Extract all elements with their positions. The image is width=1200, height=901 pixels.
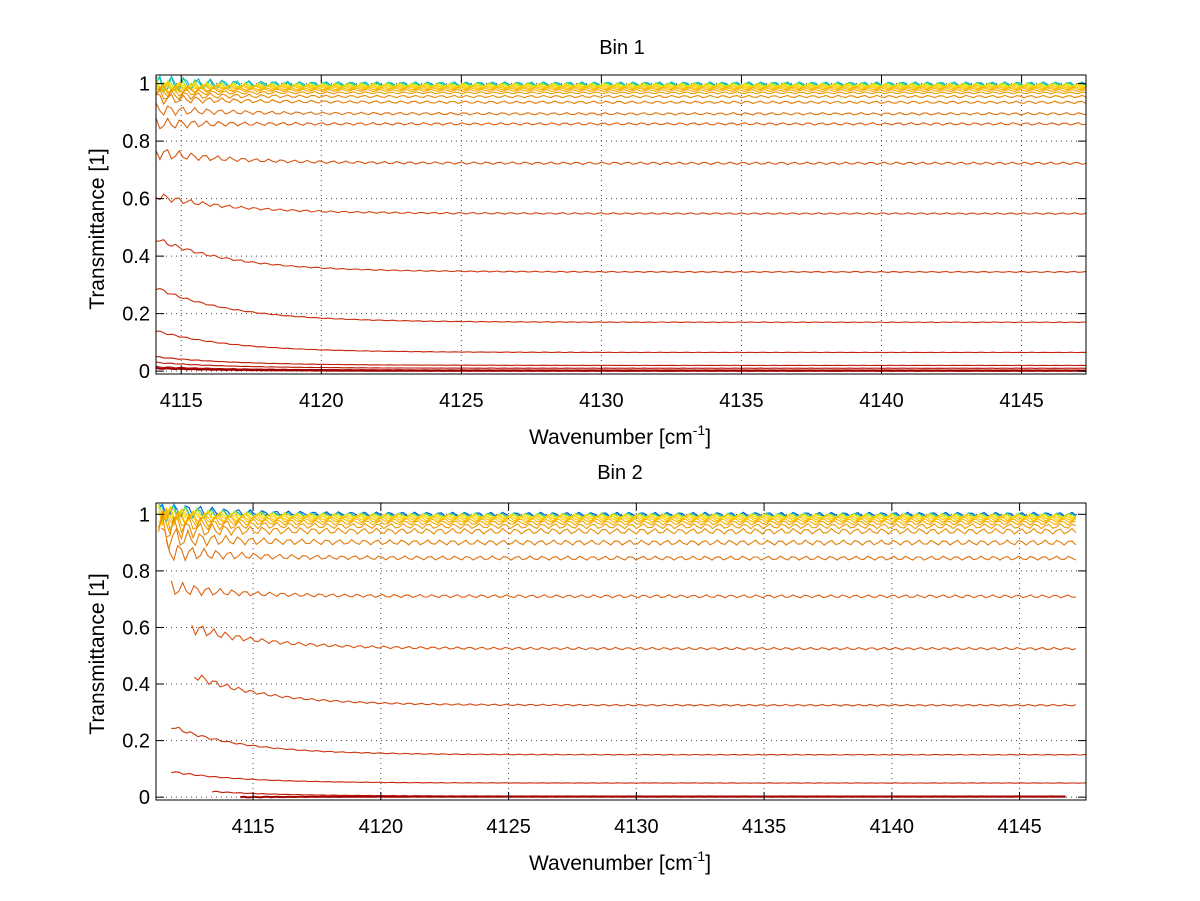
y-tick-label: 0.6 — [122, 617, 150, 639]
y-axis-label: Transmittance [1] — [86, 148, 109, 309]
x-tick-label: 4140 — [870, 816, 915, 838]
series-line — [155, 361, 1087, 369]
series-line — [155, 75, 1087, 94]
series-line — [155, 81, 1087, 92]
ticks: 4115 4120 4125 4130 4135 4140 4145 0 0.2 0.4 0.6 0.… — [122, 503, 1086, 838]
series-line — [155, 88, 1087, 101]
series-line — [155, 93, 1087, 106]
series-line — [155, 117, 1087, 130]
x-tick-label: 4120 — [359, 816, 404, 838]
subplot-bin-1: Bin 1 4115 4120 4125 4130 4135 4140 4145 0 0.2 0.… — [86, 37, 1087, 449]
series-line — [160, 527, 1077, 550]
y-tick-label: 0.4 — [122, 674, 150, 696]
y-tick-label: 0.2 — [122, 731, 150, 753]
series-line — [155, 83, 1087, 95]
y-axis-label: Transmittance [1] — [86, 573, 109, 734]
series-line — [193, 674, 1076, 707]
series-line — [170, 580, 1076, 599]
series-line — [171, 726, 1087, 756]
x-tick-label: 4115 — [232, 816, 275, 838]
x-tick-label: 4130 — [614, 816, 659, 838]
x-axis-label-main: Wavenumber [cm — [529, 426, 693, 449]
y-tick-label: 0.2 — [122, 304, 150, 326]
series-line — [155, 193, 1087, 215]
x-axis-label-close: ] — [705, 852, 711, 875]
x-tick-label: 4130 — [579, 390, 624, 412]
series-line — [191, 625, 1076, 651]
x-axis-label-superscript: -1 — [693, 422, 706, 438]
y-tick-label: 1 — [139, 504, 150, 526]
ticks: 4115 4120 4125 4130 4135 4140 4145 0 0.2 0.4 0.6 0.… — [122, 74, 1086, 412]
series-line — [155, 238, 1087, 273]
y-tick-label: 0 — [139, 361, 150, 383]
plot-title: Bin 2 — [597, 462, 643, 484]
y-tick-label: 0.4 — [122, 246, 150, 268]
series-line — [155, 366, 1086, 372]
y-tick-label: 1 — [139, 74, 150, 96]
x-axis-label-main: Wavenumber [cm — [529, 852, 693, 875]
series-group — [158, 503, 1087, 799]
series-line — [155, 84, 1087, 96]
series-line — [155, 288, 1087, 324]
subplot-bin-2: Bin 2 4115 4120 4125 4130 4135 4140 4145 0 0.2 0.… — [86, 462, 1087, 875]
series-line — [158, 504, 1077, 521]
y-tick-label: 0.8 — [122, 131, 150, 153]
series-line — [155, 102, 1087, 117]
series-line — [158, 510, 1077, 536]
series-line — [155, 86, 1087, 98]
series-line — [158, 503, 1077, 523]
series-line — [158, 510, 1076, 533]
series-line — [155, 149, 1087, 166]
x-tick-label: 4145 — [999, 390, 1044, 412]
series-line — [171, 771, 1087, 784]
x-axis-label-superscript: -1 — [693, 848, 706, 864]
axes-box — [155, 502, 1087, 801]
y-tick-label: 0 — [139, 787, 150, 809]
series-line — [158, 514, 1077, 541]
x-tick-label: 4135 — [742, 816, 787, 838]
plot-title: Bin 1 — [599, 37, 645, 59]
x-tick-label: 4125 — [486, 816, 531, 838]
x-axis-label: Wavenumber [cm-1] — [529, 848, 711, 875]
y-tick-label: 0.6 — [122, 189, 150, 211]
x-tick-label: 4145 — [997, 816, 1042, 838]
series-line — [156, 356, 1087, 367]
series-group — [155, 74, 1087, 372]
x-tick-label: 4140 — [859, 390, 904, 412]
x-tick-label: 4125 — [439, 390, 484, 412]
series-line — [158, 506, 1077, 528]
series-line — [155, 330, 1087, 354]
x-axis-label: Wavenumber [cm-1] — [529, 422, 711, 449]
x-tick-label: 4135 — [719, 390, 764, 412]
series-line — [165, 540, 1077, 562]
series-line — [240, 795, 1066, 799]
axes-box — [155, 74, 1087, 375]
x-tick-label: 4115 — [160, 390, 203, 412]
y-tick-label: 0.8 — [122, 561, 150, 583]
x-tick-label: 4120 — [299, 390, 344, 412]
x-axis-label-close: ] — [705, 426, 711, 449]
